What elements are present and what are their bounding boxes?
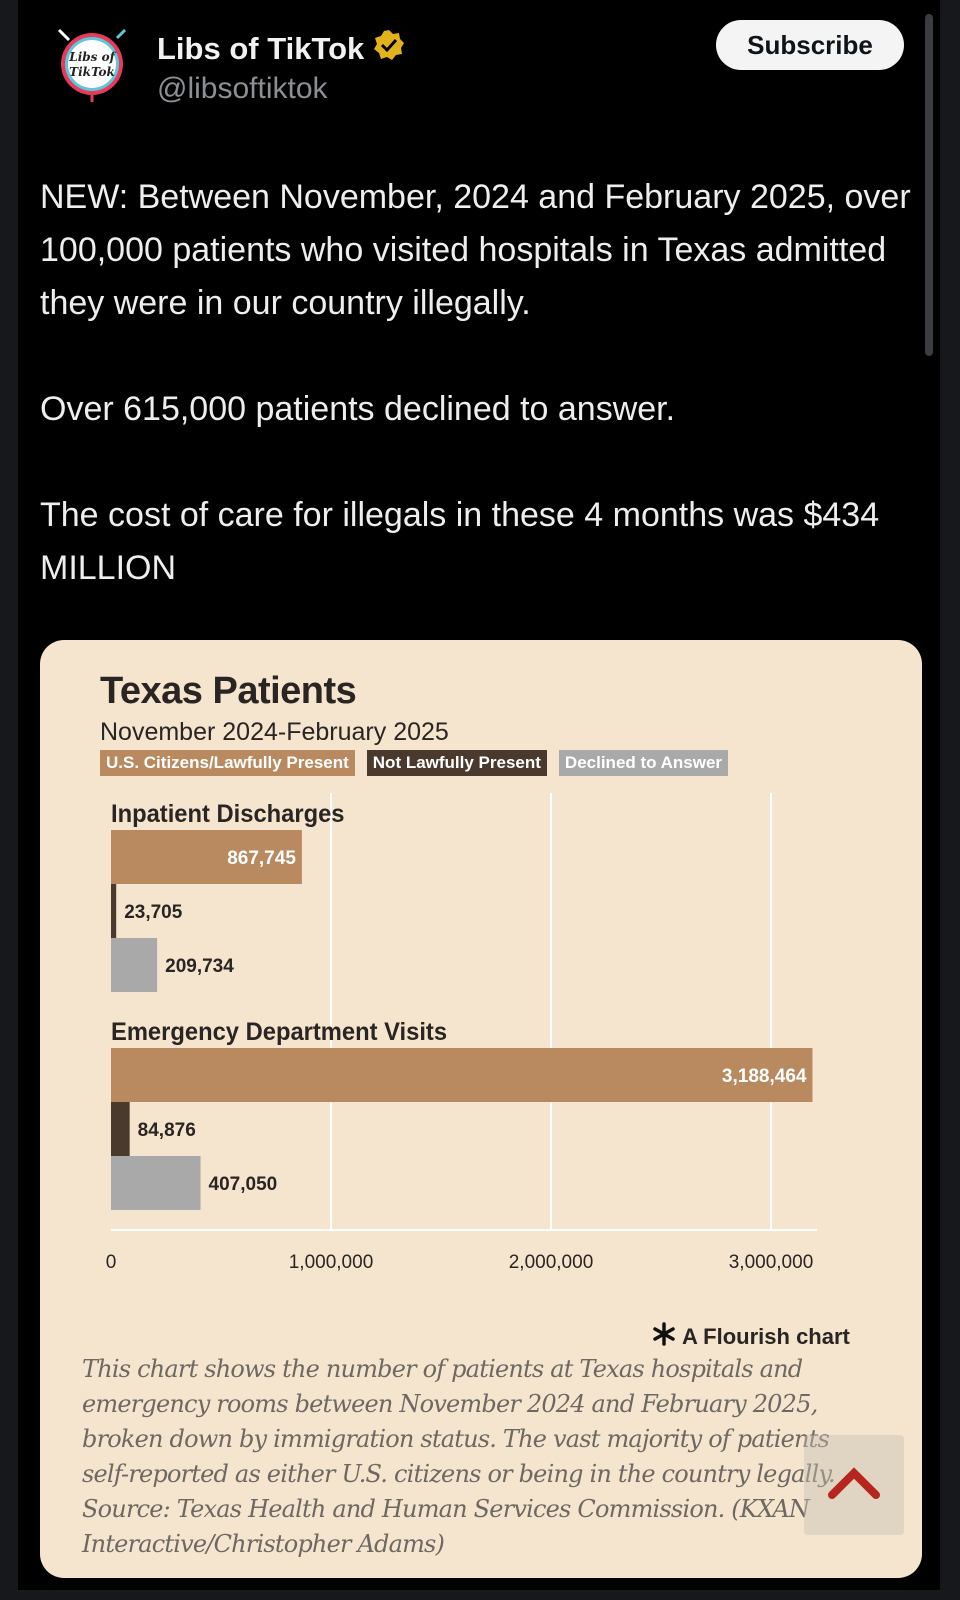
bar-chart: Inpatient Discharges 867,745 23,705 209,734… (106, 793, 817, 1273)
chart-subtitle: November 2024-February 2025 (100, 718, 449, 746)
flourish-asterisk-icon (652, 1322, 676, 1352)
bar (111, 884, 117, 938)
author-handle[interactable]: @libsoftiktok (157, 72, 328, 105)
bar-value-label: 84,876 (138, 1120, 196, 1141)
chart-card[interactable]: Texas Patients November 2024-February 20… (40, 640, 922, 1578)
bar (111, 1102, 130, 1156)
author-name[interactable]: Libs of TikTok (157, 28, 406, 70)
group-label: Emergency Department Visits (111, 1018, 447, 1046)
tweet-text: NEW: Between November, 2024 and February… (40, 171, 920, 595)
bar-value-label: 209,734 (165, 956, 234, 977)
bar (111, 1156, 201, 1210)
caption-text: This chart shows the number of patients … (82, 1355, 836, 1558)
subscribe-button[interactable]: Subscribe (716, 20, 904, 70)
tweet-paragraph: The cost of care for illegals in these 4… (40, 496, 880, 587)
scrollbar[interactable] (925, 14, 933, 356)
avatar-disc (68, 40, 116, 88)
chart-caption: This chart shows the number of patients … (82, 1352, 882, 1562)
author-name-text: Libs of TikTok (157, 31, 365, 66)
group-label: Inpatient Discharges (111, 800, 345, 828)
x-tick-label: 3,000,000 (729, 1252, 814, 1273)
avatar[interactable]: Libs of TikTok (55, 28, 129, 106)
scroll-to-top-button[interactable] (804, 1435, 904, 1535)
x-tick-label: 1,000,000 (289, 1252, 374, 1273)
tweet-paragraph: Over 615,000 patients declined to answer… (40, 390, 676, 428)
chart-title: Texas Patients (100, 670, 357, 712)
bar (111, 830, 302, 884)
chart-legend: U.S. Citizens/Lawfully Present Not Lawfu… (100, 750, 729, 776)
avatar-text-1: Libs of (68, 50, 116, 64)
bar-value-label: 23,705 (124, 902, 183, 923)
bar-value-label: 867,745 (227, 848, 296, 869)
bar-value-label: 407,050 (209, 1174, 278, 1195)
bar (111, 938, 158, 992)
legend-declined: Declined to Answer (558, 750, 729, 776)
chevron-up-icon (826, 1465, 882, 1506)
legend-not-lawfully-present: Not Lawfully Present (366, 750, 547, 776)
bar-value-label: 3,188,464 (722, 1066, 807, 1087)
x-tick-label: 0 (106, 1252, 117, 1273)
verified-badge-icon (372, 28, 406, 70)
tweet-paragraph: NEW: Between November, 2024 and February… (40, 178, 911, 322)
flourish-credit[interactable]: A Flourish chart (652, 1322, 850, 1352)
x-tick-label: 2,000,000 (509, 1252, 594, 1273)
avatar-text-2: TikTok (69, 65, 115, 79)
flourish-label: A Flourish chart (682, 1324, 850, 1349)
legend-lawfully-present: U.S. Citizens/Lawfully Present (100, 750, 355, 776)
bar (111, 1048, 813, 1102)
